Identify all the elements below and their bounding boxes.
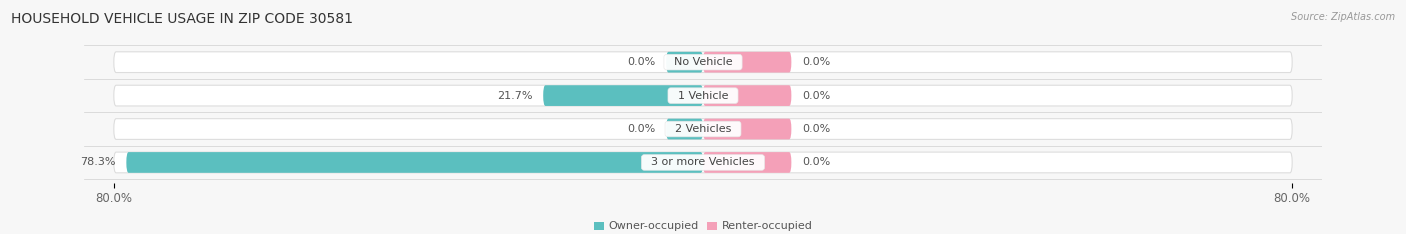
Text: 0.0%: 0.0% [627,124,655,134]
FancyBboxPatch shape [114,52,1292,73]
FancyBboxPatch shape [703,152,792,173]
Text: No Vehicle: No Vehicle [666,57,740,67]
FancyBboxPatch shape [703,119,792,139]
Text: HOUSEHOLD VEHICLE USAGE IN ZIP CODE 30581: HOUSEHOLD VEHICLE USAGE IN ZIP CODE 3058… [11,12,353,26]
Legend: Owner-occupied, Renter-occupied: Owner-occupied, Renter-occupied [589,217,817,234]
FancyBboxPatch shape [114,152,1292,173]
Text: 78.3%: 78.3% [80,157,115,168]
FancyBboxPatch shape [127,152,703,173]
Text: Source: ZipAtlas.com: Source: ZipAtlas.com [1291,12,1395,22]
Text: 0.0%: 0.0% [803,57,831,67]
FancyBboxPatch shape [114,85,1292,106]
Text: 21.7%: 21.7% [496,91,531,101]
Text: 2 Vehicles: 2 Vehicles [668,124,738,134]
Text: 0.0%: 0.0% [803,91,831,101]
FancyBboxPatch shape [543,85,703,106]
Text: 0.0%: 0.0% [627,57,655,67]
FancyBboxPatch shape [703,85,792,106]
FancyBboxPatch shape [666,52,703,73]
Text: 3 or more Vehicles: 3 or more Vehicles [644,157,762,168]
Text: 1 Vehicle: 1 Vehicle [671,91,735,101]
Text: 0.0%: 0.0% [803,157,831,168]
FancyBboxPatch shape [703,52,792,73]
Text: 0.0%: 0.0% [803,124,831,134]
FancyBboxPatch shape [114,119,1292,139]
FancyBboxPatch shape [666,119,703,139]
